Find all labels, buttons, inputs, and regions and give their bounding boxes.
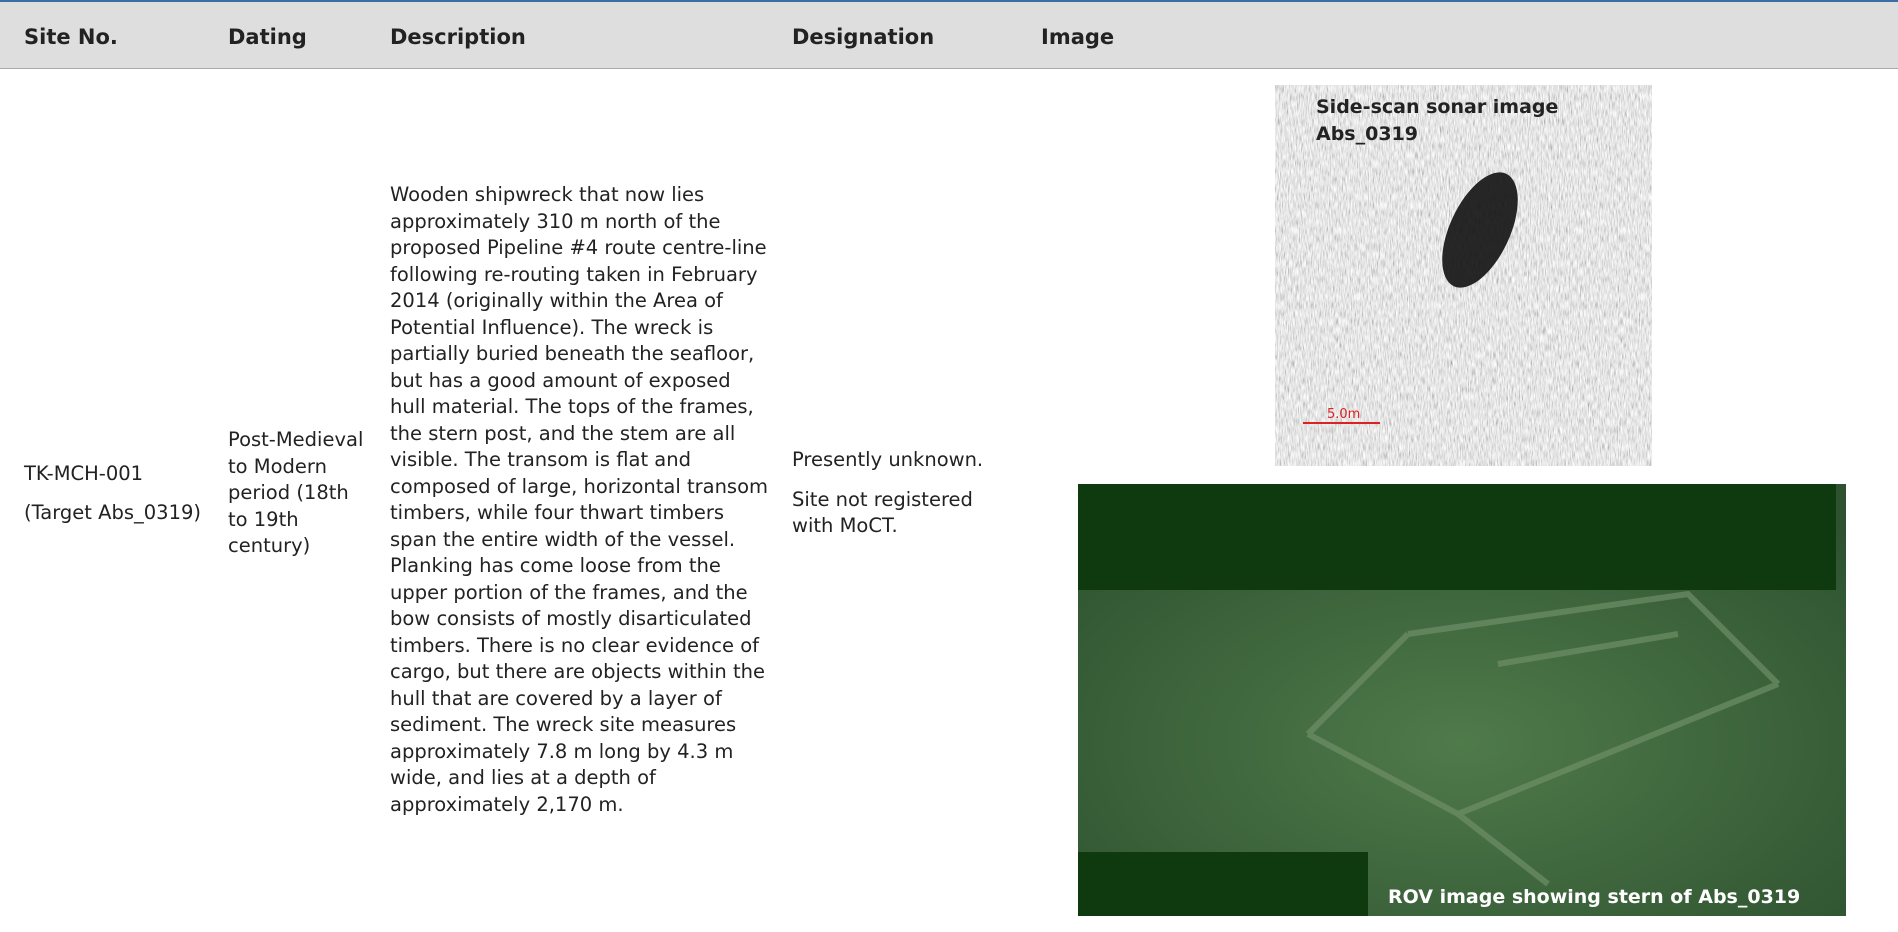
column-header: Image <box>1041 25 1115 49</box>
designation-cell: Presently unknown. Site not registered w… <box>792 68 1012 932</box>
sonar-caption: Side-scan sonar image Abs_0319 <box>1316 96 1559 145</box>
rov-caption: ROV image showing stern of Abs_0319 <box>1388 886 1801 908</box>
site-target: (Target Abs_0319) <box>24 501 201 524</box>
description: Wooden shipwreck that now lies approxima… <box>390 183 769 816</box>
description-cell: Wooden shipwreck that now lies approxima… <box>390 68 770 932</box>
table-header: Site No. Dating Description Designation … <box>0 0 1898 69</box>
column-header: Designation <box>792 25 935 49</box>
column-header: Dating <box>228 25 307 49</box>
site-cell: TK-MCH-001 (Target Abs_0319) <box>24 68 204 932</box>
site-id: TK-MCH-001 <box>24 461 144 485</box>
designation: Presently unknown. <box>792 448 984 472</box>
dating-cell: Post-Medieval to Modern period (18th to … <box>228 68 368 932</box>
scale-label: 5.0m <box>1327 407 1360 422</box>
rov-image <box>1078 484 1846 916</box>
sonar-image: 5.0m <box>1275 85 1652 466</box>
dating: Post-Medieval to Modern period (18th to … <box>228 428 364 558</box>
column-header: Site No. <box>24 25 118 49</box>
column-header: Description <box>390 25 526 49</box>
designation-note: Site not registered with MoCT. <box>792 487 973 538</box>
